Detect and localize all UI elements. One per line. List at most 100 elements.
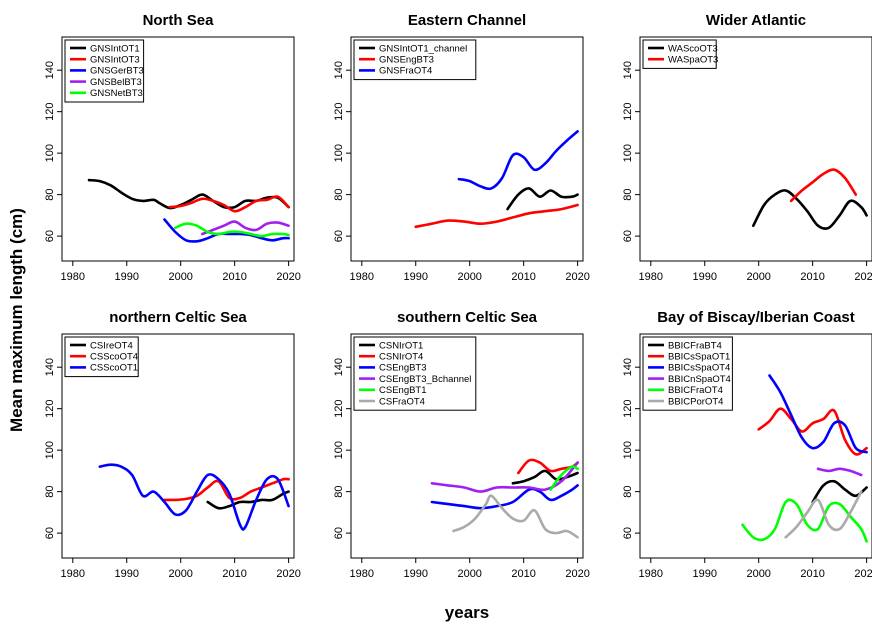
plot-frame bbox=[639, 36, 872, 262]
plot-frame bbox=[639, 333, 872, 559]
legend: CSNIrOT1CSNIrOT4CSEngBT3CSEngBT3_Bchanne… bbox=[353, 336, 477, 411]
y-tick-label: 120 bbox=[333, 102, 345, 120]
legend-entry: CSEngBT1 bbox=[379, 385, 427, 396]
series-line bbox=[549, 465, 579, 491]
x-axis-label: years bbox=[445, 603, 489, 622]
series-line bbox=[741, 498, 868, 543]
y-tick-label: 140 bbox=[333, 61, 345, 79]
legend-entry: BBICFraBT4 bbox=[668, 340, 722, 351]
series-line bbox=[414, 203, 579, 229]
series-line bbox=[457, 130, 579, 191]
x-tick-label: 1990 bbox=[693, 271, 717, 283]
x-tick-label: 1990 bbox=[115, 568, 139, 580]
series-line bbox=[201, 220, 290, 236]
plot-frame bbox=[350, 36, 584, 262]
series-line bbox=[430, 461, 579, 493]
x-tick-label: 1980 bbox=[350, 271, 374, 283]
series-line bbox=[452, 494, 579, 539]
y-tick-label: 140 bbox=[44, 358, 56, 376]
x-tick-label: 1990 bbox=[693, 568, 717, 580]
legend-entry: BBICsSpaOT1 bbox=[668, 352, 730, 363]
x-tick-label: 2010 bbox=[800, 271, 824, 283]
legend-entry: CSNIrOT1 bbox=[379, 340, 423, 351]
chart-panel: Bay of Biscay/Iberian Coast 1980 1990 2000 2… bbox=[622, 309, 872, 580]
chart-panel: North Sea 1980 1990 2000 2010 2020 60 80 100 120 1… bbox=[44, 12, 301, 283]
chart-panel: Wider Atlantic 1980 1990 2000 2010 2020 60 80 10… bbox=[622, 12, 872, 283]
legend-entry: BBICPorOT4 bbox=[668, 396, 723, 407]
x-tick-label: 2020 bbox=[276, 568, 300, 580]
x-tick-label: 2020 bbox=[854, 568, 872, 580]
x-tick-label: 2010 bbox=[222, 568, 246, 580]
panel-title: Eastern Channel bbox=[408, 12, 526, 29]
series-line bbox=[811, 479, 868, 504]
x-tick-label: 1980 bbox=[61, 568, 85, 580]
y-tick-label: 80 bbox=[622, 189, 634, 201]
legend-entry: CSFraOT4 bbox=[379, 396, 425, 407]
y-tick-label: 80 bbox=[333, 486, 345, 498]
x-tick-label: 2000 bbox=[746, 271, 770, 283]
series-line bbox=[206, 490, 290, 510]
x-tick-label: 2000 bbox=[457, 271, 481, 283]
series-line bbox=[784, 490, 863, 539]
chart-panel: northern Celtic Sea 1980 1990 2000 2010 2020 6… bbox=[44, 309, 301, 580]
legend-box bbox=[642, 39, 717, 69]
y-tick-label: 100 bbox=[44, 144, 56, 162]
series-line bbox=[816, 467, 863, 477]
legend-entry: CSScoOT4 bbox=[90, 352, 138, 363]
y-tick-label: 120 bbox=[622, 399, 634, 417]
series-line bbox=[163, 477, 290, 502]
series-line bbox=[168, 195, 290, 213]
legend: BBICFraBT4BBICsSpaOT1BBICsSpaOT4BBICnSpa… bbox=[642, 336, 733, 411]
series-line bbox=[757, 407, 868, 456]
x-tick-label: 2010 bbox=[800, 568, 824, 580]
series-line bbox=[768, 374, 868, 454]
y-tick-label: 140 bbox=[622, 358, 634, 376]
legend-entry: CSScoOT1 bbox=[90, 363, 138, 374]
y-tick-label: 80 bbox=[44, 189, 56, 201]
legend-entry: GNSIntOT1 bbox=[90, 43, 140, 54]
chart-panel: Eastern Channel 1980 1990 2000 2010 2020 60 80 1… bbox=[333, 12, 590, 283]
panel-title: Wider Atlantic bbox=[706, 12, 806, 29]
plot-frame bbox=[61, 333, 295, 559]
series-line bbox=[789, 168, 858, 203]
legend-box bbox=[642, 336, 733, 411]
x-tick-label: 1990 bbox=[404, 271, 428, 283]
y-tick-label: 120 bbox=[333, 399, 345, 417]
x-tick-label: 1990 bbox=[404, 568, 428, 580]
x-tick-label: 2000 bbox=[457, 568, 481, 580]
y-tick-label: 80 bbox=[622, 486, 634, 498]
panel-title: southern Celtic Sea bbox=[397, 309, 538, 326]
y-tick-label: 100 bbox=[333, 441, 345, 459]
y-tick-label: 100 bbox=[44, 441, 56, 459]
x-tick-label: 1980 bbox=[639, 271, 663, 283]
y-tick-label: 80 bbox=[44, 486, 56, 498]
legend-entry: GNSGerBT3 bbox=[90, 66, 144, 77]
series-line bbox=[163, 218, 290, 243]
series-line bbox=[506, 187, 579, 211]
y-tick-label: 60 bbox=[44, 527, 56, 539]
panels: North Sea 1980 1990 2000 2010 2020 60 80 100 120 1… bbox=[44, 12, 872, 580]
y-tick-label: 140 bbox=[44, 61, 56, 79]
plot-frame bbox=[61, 36, 295, 262]
legend-entry: BBICsSpaOT4 bbox=[668, 363, 730, 374]
legend: GNSIntOT1GNSIntOT3GNSGerBT3GNSBelBT3GNSN… bbox=[64, 39, 145, 103]
series-line bbox=[752, 189, 868, 230]
chart-panel: southern Celtic Sea 1980 1990 2000 2010 2020 6… bbox=[333, 309, 590, 580]
y-tick-label: 60 bbox=[333, 527, 345, 539]
legend-entry: GNSNetBT3 bbox=[90, 88, 143, 99]
y-tick-label: 100 bbox=[622, 144, 634, 162]
panel-title: northern Celtic Sea bbox=[109, 309, 247, 326]
panel-title: Bay of Biscay/Iberian Coast bbox=[657, 309, 855, 326]
legend-box bbox=[353, 336, 477, 411]
x-tick-label: 1980 bbox=[350, 568, 374, 580]
x-tick-label: 2000 bbox=[746, 568, 770, 580]
plot-frame bbox=[350, 333, 584, 559]
legend-entry: WAScoOT3 bbox=[668, 43, 718, 54]
legend-entry: CSEngBT3_Bchannel bbox=[379, 374, 471, 385]
x-tick-label: 1980 bbox=[639, 568, 663, 580]
legend-entry: GNSIntOT1_channel bbox=[379, 43, 467, 54]
